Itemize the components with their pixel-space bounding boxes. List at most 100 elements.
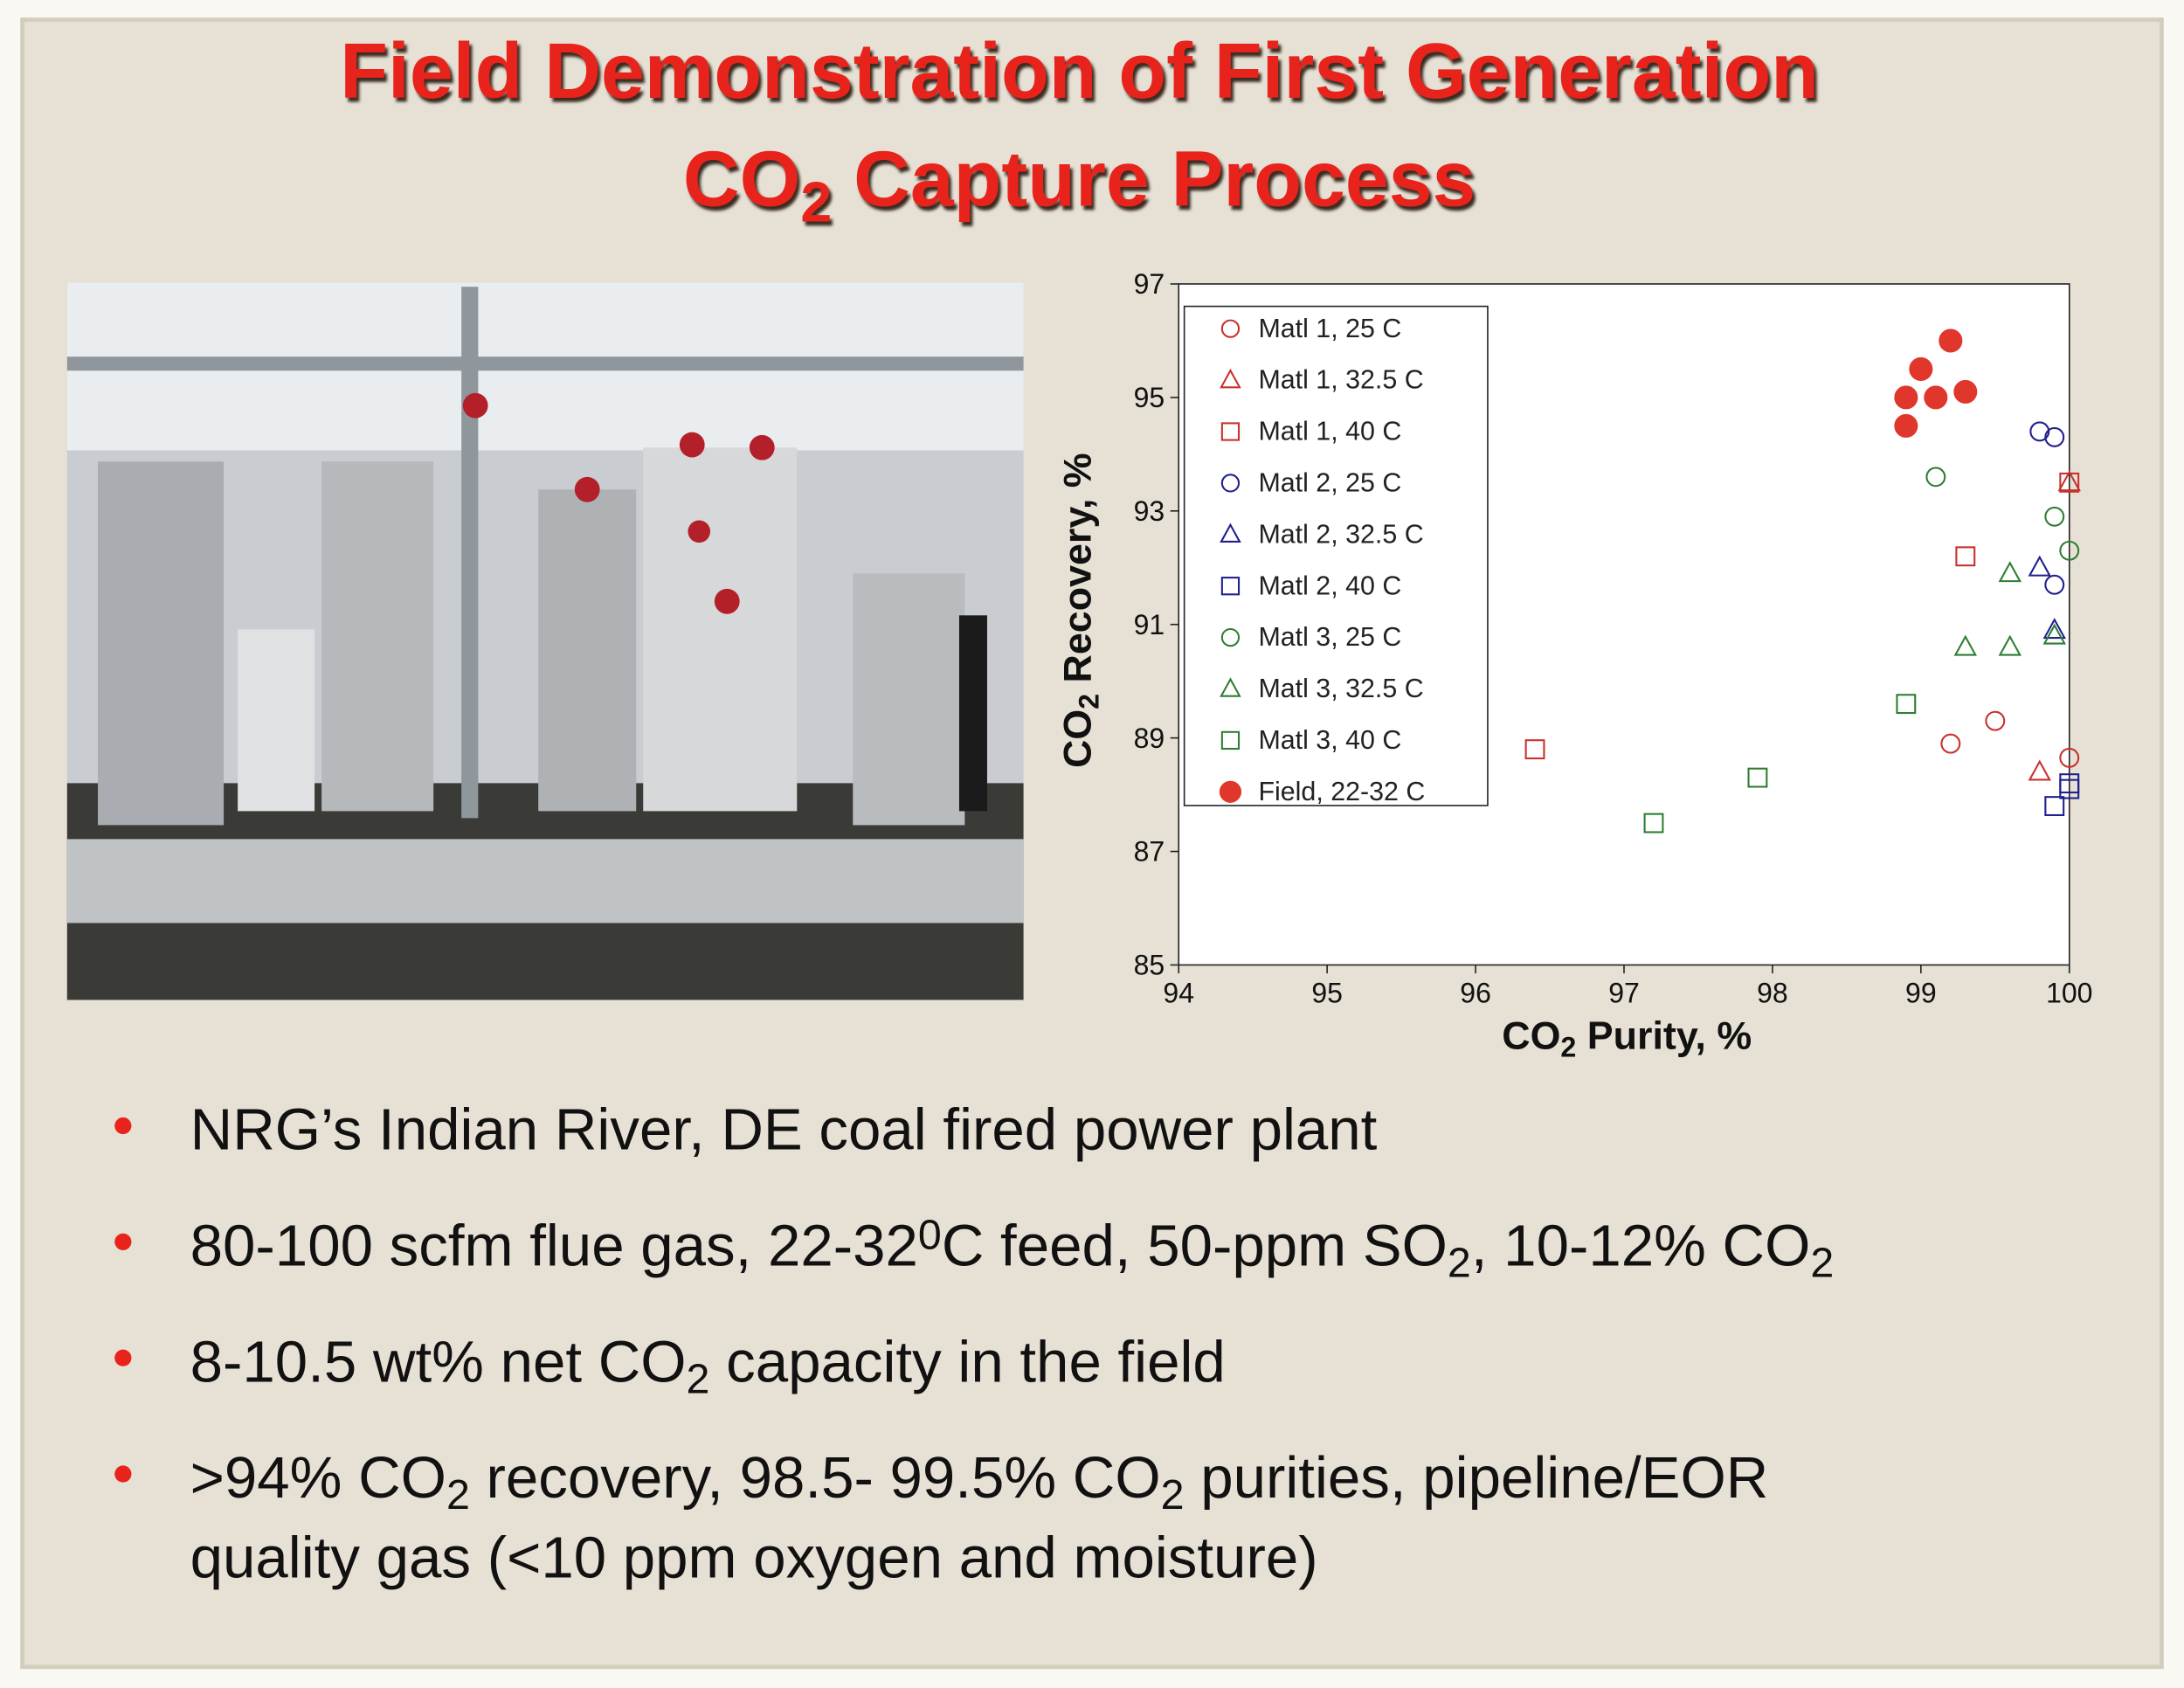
marker-triangle: [2028, 555, 2051, 577]
text-run: 80-100 scfm flue gas, 22-32: [190, 1214, 918, 1279]
text-run: CO: [1502, 1013, 1560, 1057]
bullet-dot: [114, 1117, 132, 1135]
marker-circle: [1940, 733, 1961, 754]
bullet-text: NRG’s Indian River, DE coal fired power …: [190, 1097, 1378, 1163]
text-run: >94% CO: [190, 1445, 446, 1511]
text-run: CO: [683, 135, 800, 222]
marker-circle: [2059, 540, 2080, 561]
legend-label: Field, 22-32 C: [1258, 777, 1425, 806]
marker-circle: [2029, 421, 2050, 442]
text-run: purities, pipeline/EOR: [1185, 1445, 1769, 1511]
text-run: CO: [1055, 709, 1099, 768]
legend-label: Matl 1, 40 C: [1258, 417, 1401, 446]
subscript: 2: [1810, 1240, 1834, 1287]
legend-label: Matl 3, 32.5 C: [1258, 674, 1423, 703]
text-run: recovery, 98.5- 99.5% CO: [470, 1445, 1161, 1511]
x-axis-title: CO2 Purity, %: [1502, 1013, 1752, 1062]
text-run: Field Demonstration of First Generation: [340, 27, 1819, 114]
text-run: Capture Process: [832, 135, 1476, 222]
legend-label: Matl 3, 40 C: [1258, 725, 1401, 755]
marker-circle: [1985, 710, 2006, 731]
subscript: 2: [687, 1356, 710, 1403]
marker-circle: [1953, 379, 1978, 404]
marker-triangle: [2042, 618, 2066, 640]
marker-circle: [1939, 329, 1963, 353]
marker-circle: [1894, 385, 1918, 410]
bullet-text: quality gas (<10 ppm oxygen and moisture…: [190, 1525, 1318, 1590]
superscript: 0: [918, 1211, 942, 1258]
text-run: 8-10.5 wt% net CO: [190, 1329, 687, 1394]
marker-circle: [2059, 747, 2080, 768]
marker-triangle: [1220, 368, 1241, 389]
marker-triangle: [1953, 634, 1978, 656]
text-run: C feed, 50-ppm SO: [942, 1214, 1448, 1279]
bullet-text: 8-10.5 wt% net CO2 capacity in the field: [190, 1329, 1226, 1402]
marker-triangle: [2028, 759, 2051, 781]
marker-circle: [1909, 356, 1933, 381]
x-tick-label: 96: [1460, 978, 1491, 1009]
y-tick-label: 95: [1134, 382, 1165, 413]
marker-circle: [2044, 574, 2065, 595]
marker-triangle: [1220, 677, 1241, 697]
photo: [66, 282, 1024, 1000]
bullet-text: 80-100 scfm flue gas, 22-320C feed, 50-p…: [190, 1211, 1835, 1287]
x-tick-label: 95: [1311, 978, 1343, 1009]
x-tick-label: 94: [1163, 978, 1194, 1009]
y-tick-label: 89: [1134, 723, 1165, 754]
subscript: 2: [800, 171, 832, 234]
marker-square: [1643, 813, 1664, 834]
slide-title: CO2 Capture Process: [683, 135, 1476, 233]
marker-circle: [1924, 385, 1948, 410]
legend-box: [1183, 305, 1489, 806]
legend-label: Matl 3, 25 C: [1258, 622, 1401, 652]
legend-label: Matl 1, 32.5 C: [1258, 365, 1423, 395]
text-run: NRG’s Indian River, DE coal fired power …: [190, 1097, 1378, 1163]
y-tick-label: 97: [1134, 268, 1165, 300]
legend-label: Matl 1, 25 C: [1258, 314, 1401, 343]
marker-square: [2059, 472, 2080, 493]
marker-circle: [1219, 780, 1242, 803]
text-run: , 10-12% CO: [1471, 1214, 1811, 1279]
x-tick-label: 97: [1608, 978, 1640, 1009]
y-tick-label: 93: [1134, 495, 1165, 527]
bullet-dot: [114, 1349, 132, 1366]
marker-circle: [2044, 506, 2065, 527]
marker-triangle: [1998, 634, 2022, 656]
subscript: 2: [1161, 1472, 1185, 1519]
y-tick-label: 85: [1134, 950, 1165, 981]
marker-triangle: [2042, 623, 2066, 645]
legend-label: Matl 2, 32.5 C: [1258, 519, 1423, 549]
bullet-dot: [114, 1233, 132, 1250]
text-run: Recovery, %: [1055, 453, 1099, 694]
marker-square: [1955, 546, 1976, 567]
y-tick-label: 91: [1134, 609, 1165, 640]
marker-triangle: [2057, 470, 2081, 492]
marker-square: [1220, 422, 1241, 441]
subscript: 2: [446, 1472, 470, 1519]
subscript: 2: [1448, 1240, 1471, 1287]
x-tick-label: 98: [1757, 978, 1788, 1009]
subscript: 2: [1560, 1031, 1576, 1062]
marker-circle: [1220, 627, 1241, 647]
marker-circle: [1220, 474, 1241, 493]
marker-square: [1220, 730, 1241, 751]
x-tick-label: 100: [2046, 978, 2092, 1009]
marker-square: [1747, 767, 1768, 788]
marker-triangle: [1220, 522, 1241, 543]
subscript: 2: [1073, 694, 1104, 709]
marker-square: [2059, 778, 2080, 799]
y-tick-label: 87: [1134, 836, 1165, 868]
marker-square: [1524, 739, 1545, 760]
text-run: quality gas (<10 ppm oxygen and moisture…: [190, 1525, 1318, 1590]
marker-circle: [1925, 467, 1946, 488]
y-axis-title: CO2 Recovery, %: [1055, 453, 1104, 768]
marker-square: [1896, 694, 1917, 715]
text-run: capacity in the field: [709, 1329, 1225, 1394]
x-tick-label: 99: [1905, 978, 1937, 1009]
marker-circle: [1894, 413, 1918, 438]
marker-square: [2044, 796, 2065, 817]
bullet-text: >94% CO2 recovery, 98.5- 99.5% CO2 purit…: [190, 1445, 1769, 1519]
marker-square: [1220, 577, 1241, 596]
slide-title: Field Demonstration of First Generation: [340, 27, 1819, 114]
marker-circle: [1220, 319, 1241, 338]
